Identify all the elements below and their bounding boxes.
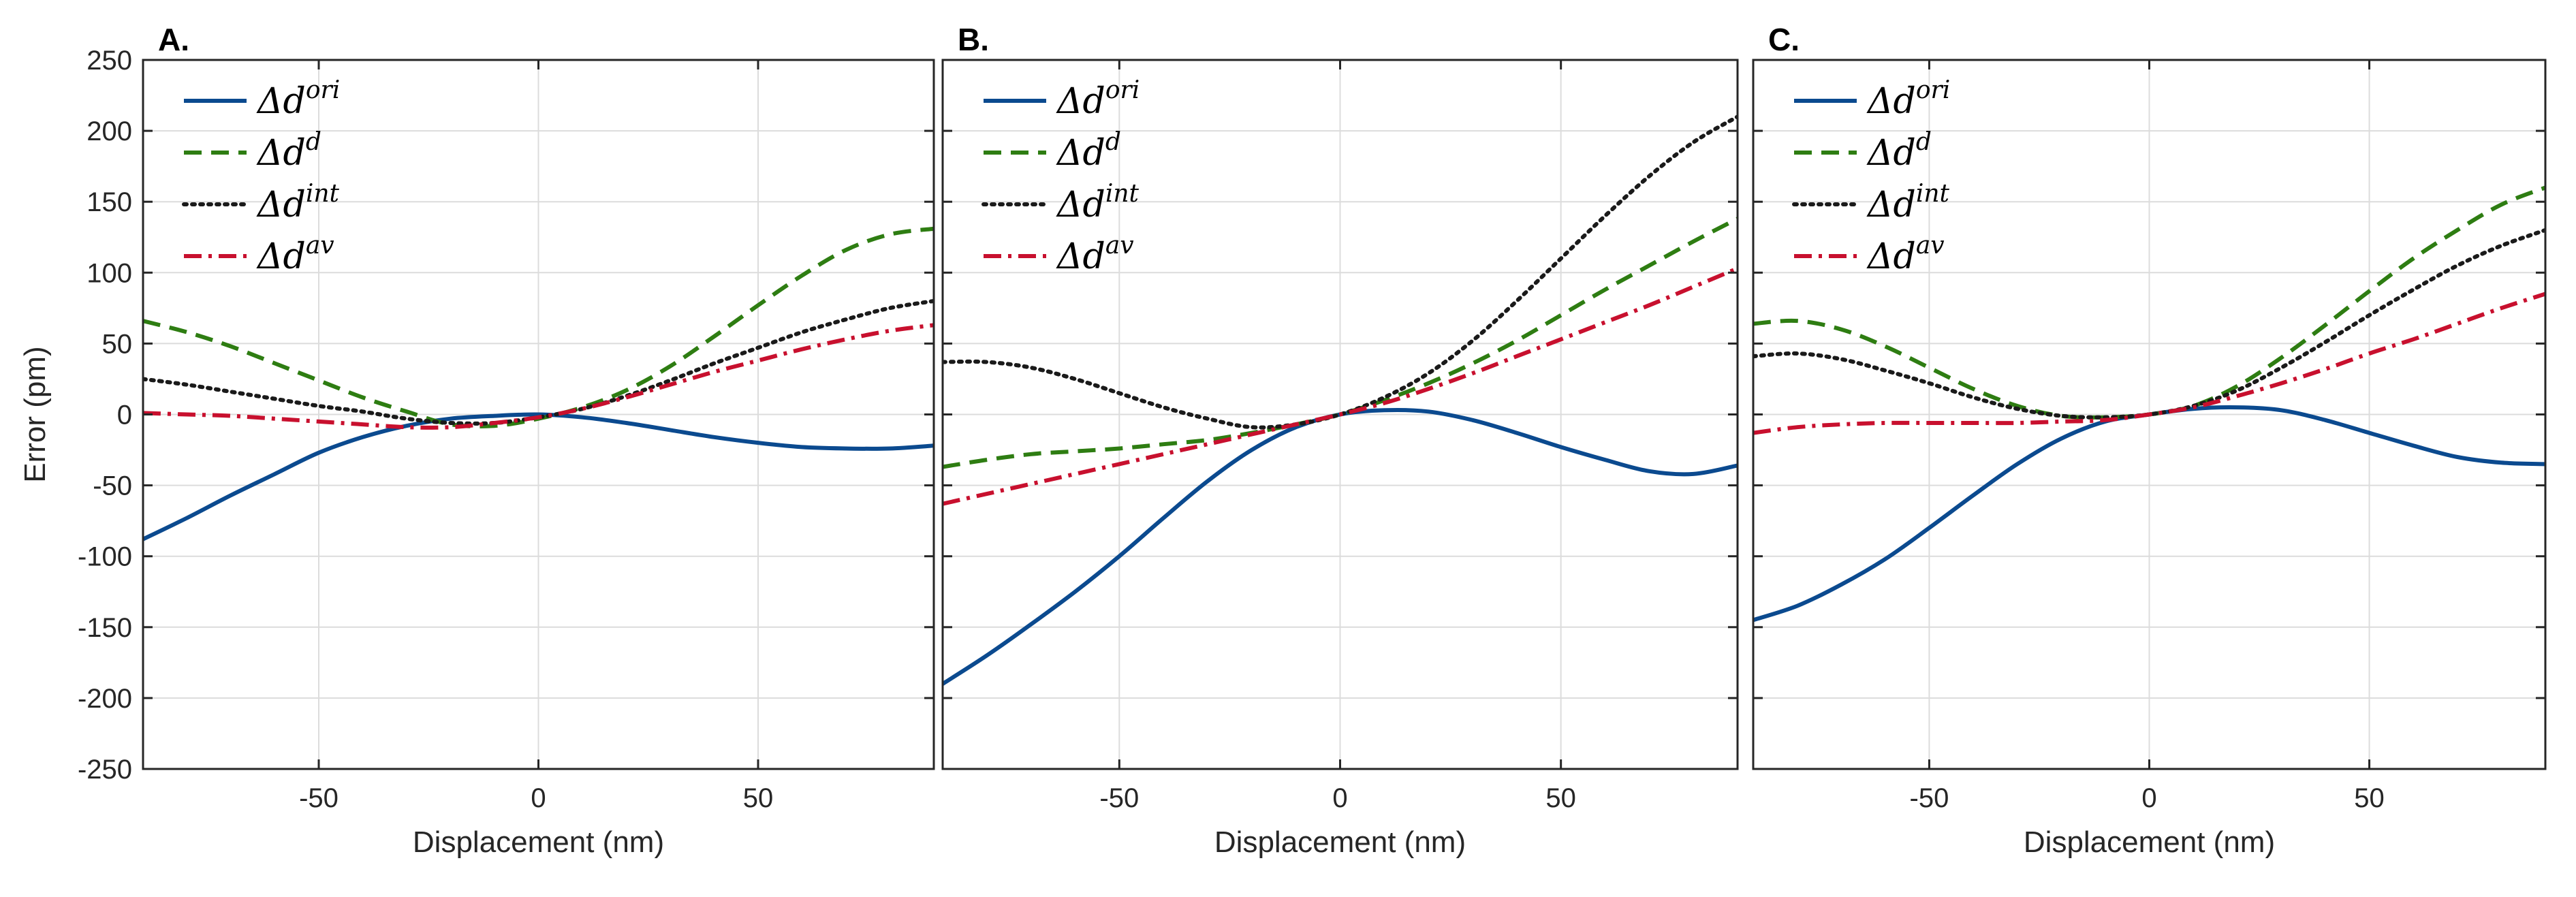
legend-entry-d: Δdd	[1056, 128, 1121, 174]
y-tick-label: 250	[87, 46, 132, 76]
legend-entry-av: Δdav	[256, 232, 334, 277]
y-tick-label: 100	[87, 258, 132, 288]
x-tick-label: 50	[1545, 783, 1576, 813]
x-tick-label: 0	[1332, 783, 1347, 813]
x-axis-label: Displacement (nm)	[1214, 825, 1466, 859]
series-line-av	[1753, 292, 2545, 435]
legend-entry-ori: Δdori	[1866, 76, 1950, 122]
legend-entry-d: Δdd	[256, 128, 321, 174]
x-tick-label: 50	[743, 783, 774, 813]
x-tick-label: 0	[531, 783, 546, 813]
legend-entry-ori: Δdori	[1056, 76, 1140, 122]
x-tick-label: -50	[299, 783, 339, 813]
y-tick-label: -100	[78, 542, 132, 572]
series-line-av	[143, 323, 934, 430]
y-tick-label: 200	[87, 116, 132, 146]
legend-entry-int: Δdint	[256, 180, 340, 225]
x-tick-label: 50	[2354, 783, 2385, 813]
legend-entry-av: Δdav	[1056, 232, 1134, 277]
series-line-av	[943, 266, 1738, 506]
series-line-int	[943, 114, 1738, 430]
legend-entry-int: Δdint	[1056, 180, 1140, 225]
y-tick-label: 0	[117, 400, 132, 430]
legend-entry-ori: Δdori	[256, 76, 340, 122]
panel-label: B.	[958, 22, 989, 57]
x-tick-label: -50	[1099, 783, 1139, 813]
x-axis-label: Displacement (nm)	[2024, 825, 2275, 859]
panel-label: A.	[158, 22, 189, 57]
y-tick-label: -250	[78, 755, 132, 785]
legend-entry-d: Δdd	[1866, 128, 1932, 174]
chart-panel-3: -50 0 50 Displacement (nm) C. Δdori Δdd Δdint Δd…	[1752, 22, 2547, 859]
y-tick-label: -50	[93, 471, 132, 501]
legend-entry-av: Δdav	[1866, 232, 1945, 277]
chart-panel-1: -50 0 50 -250 -200 -150 -100 -50 0 50 100 150 200 250…	[18, 22, 935, 859]
series-line-ori	[143, 412, 934, 541]
panel-label: C.	[1768, 22, 1800, 57]
y-tick-label: 150	[87, 187, 132, 217]
legend-entry-int: Δdint	[1866, 180, 1950, 225]
x-axis-label: Displacement (nm)	[413, 825, 664, 859]
y-tick-label: -150	[78, 613, 132, 643]
series-line-d	[943, 217, 1738, 469]
x-tick-label: -50	[1910, 783, 1949, 813]
x-tick-label: 0	[2141, 783, 2156, 813]
y-axis-label: Error (pm)	[18, 346, 52, 482]
y-tick-label: -200	[78, 684, 132, 714]
y-tick-label: 50	[102, 329, 133, 359]
chart-panel-2: -50 0 50 Displacement (nm) B. Δdori Δdd Δdint Δd…	[941, 22, 1739, 859]
